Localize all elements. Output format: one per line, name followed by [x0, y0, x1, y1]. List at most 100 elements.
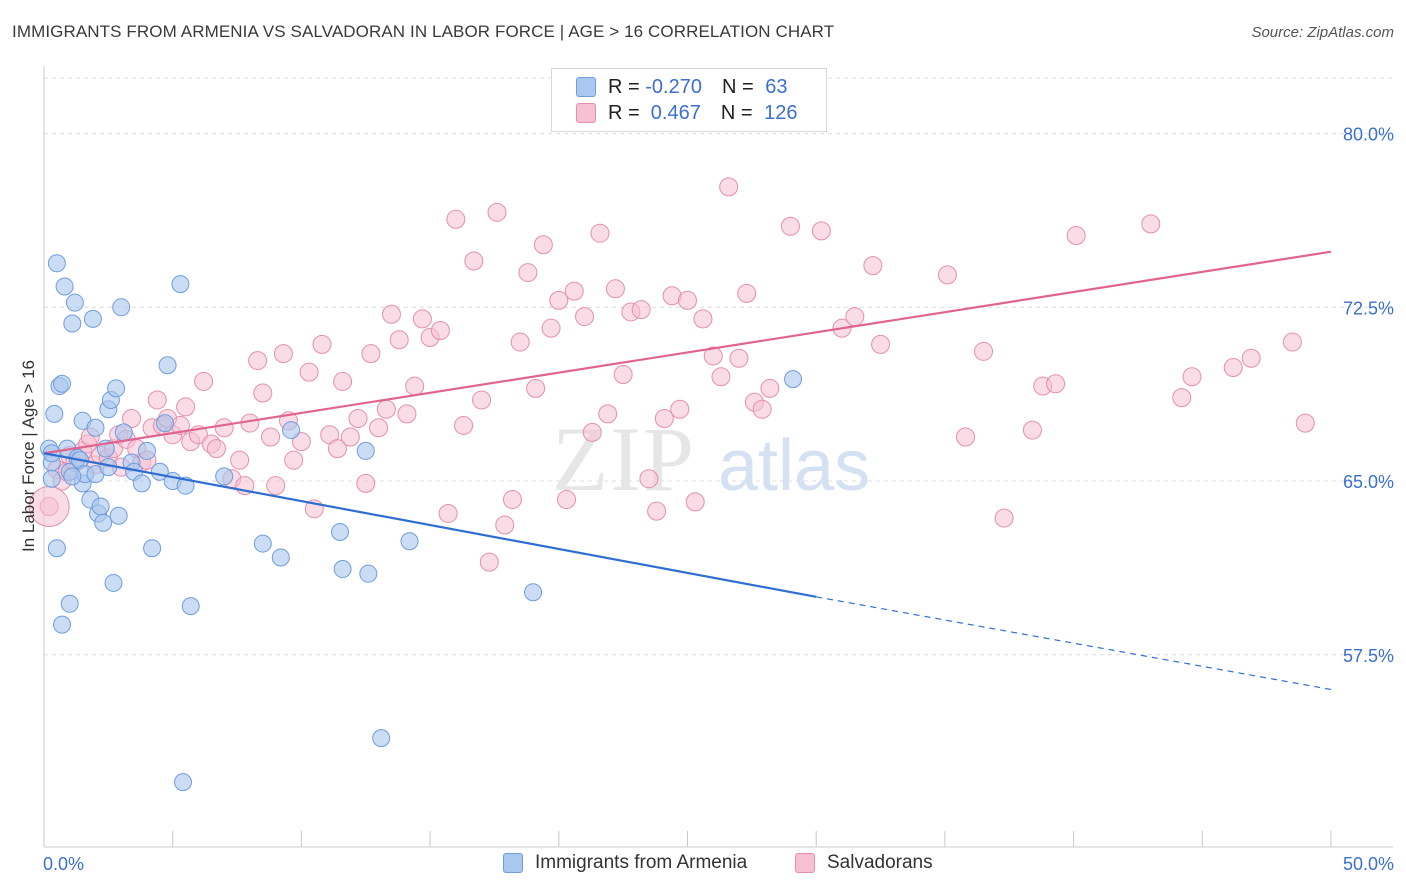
armenia-point: [63, 467, 82, 486]
salvadorans-point: [678, 290, 697, 310]
salvadorans-point: [1141, 214, 1161, 234]
salvadorans-point: [284, 450, 304, 470]
salvadorans-point: [670, 399, 690, 419]
legend-row-salvadorans: R = 0.467 N = 126: [576, 100, 797, 126]
salvadorans-point: [253, 383, 273, 403]
armenia-point: [215, 467, 234, 486]
salvadorans-point: [356, 473, 376, 493]
salvadorans-point: [526, 378, 546, 398]
armenia-trend-line: [43, 452, 817, 598]
salvadorans-point: [340, 427, 360, 447]
salvadorans-point: [230, 450, 250, 470]
salvadorans-point: [703, 346, 723, 366]
grid-lines: [44, 77, 1393, 656]
salvadorans-point: [361, 344, 381, 364]
armenia-point: [42, 469, 61, 488]
y-tick-label: 80.0%: [1343, 125, 1394, 145]
legend-n-value: 126: [764, 101, 798, 124]
y-tick-label: 57.5%: [1343, 646, 1394, 666]
salvadorans-point: [240, 413, 260, 433]
legend-swatch-blue: [503, 853, 523, 873]
salvadorans-point: [590, 223, 610, 243]
armenia-point: [42, 444, 61, 463]
salvadorans-point: [194, 371, 214, 391]
salvadorans-point: [446, 209, 466, 229]
salvadorans-point: [937, 265, 957, 285]
salvadorans-point: [1172, 388, 1192, 408]
salvadorans-point: [454, 415, 474, 435]
salvadorans-point: [376, 399, 396, 419]
salvadorans-point: [327, 439, 347, 459]
salvadorans-point: [752, 399, 772, 419]
legend-swatch-pink: [795, 853, 815, 873]
legend-item-armenia: Immigrants from Armenia: [503, 852, 747, 874]
salvadorans-point: [273, 344, 293, 364]
y-tick-label: 65.0%: [1343, 472, 1394, 492]
legend-n-label: N =: [721, 75, 760, 98]
legend-n-label: N =: [720, 101, 759, 124]
salvadorans-trend-line: [43, 250, 1332, 455]
armenia-point: [53, 615, 72, 634]
salvadorans-point: [654, 408, 674, 428]
salvadorans-point: [1282, 332, 1302, 352]
legend-row-armenia: R = -0.270 N = 63: [576, 74, 787, 100]
armenia-point: [158, 356, 177, 375]
armenia-point: [114, 423, 133, 442]
armenia-point: [253, 534, 272, 553]
salvadorans-point: [518, 263, 538, 283]
salvadorans-point: [1046, 374, 1066, 394]
legend-label-salvadorans: Salvadorans: [827, 852, 933, 873]
salvadorans-point: [605, 279, 625, 299]
salvadorans-point: [780, 216, 800, 236]
salvadorans-point: [389, 330, 409, 350]
armenia-point: [282, 421, 301, 440]
armenia-point: [55, 277, 74, 296]
salvadorans-point: [685, 492, 705, 512]
salvadorans-point: [541, 318, 561, 338]
salvadorans-point: [206, 439, 226, 459]
salvadorans-point: [1241, 348, 1261, 368]
salvadorans-point: [214, 418, 234, 438]
armenia-point: [143, 539, 162, 558]
legend-r-value: 0.467: [645, 101, 701, 124]
armenia-point: [83, 309, 102, 328]
salvadorans-point: [1066, 226, 1086, 246]
salvadorans-point: [737, 283, 757, 303]
watermark-atlas: atlas: [718, 426, 870, 506]
x-tick-label: 50.0%: [1343, 854, 1394, 874]
salvadorans-point: [299, 362, 319, 382]
salvadorans-point: [333, 371, 353, 391]
salvadorans-point: [693, 309, 713, 329]
salvadorans-point: [1022, 420, 1042, 440]
armenia-point: [356, 441, 375, 460]
salvadorans-point: [719, 177, 739, 197]
salvadorans-point: [369, 418, 389, 438]
salvadorans-point: [549, 290, 569, 310]
salvadorans-point: [438, 503, 458, 523]
salvadorans-point: [811, 221, 831, 241]
salvadorans-point: [502, 490, 522, 510]
armenia-point: [784, 370, 803, 389]
watermark: ZIP atlas: [552, 408, 870, 510]
armenia-point: [171, 275, 190, 294]
salvadorans-point: [1223, 358, 1243, 378]
salvadorans-point: [472, 390, 492, 410]
series-legend: Immigrants from Armenia Salvadorans: [0, 852, 1406, 876]
armenia-point: [63, 314, 82, 333]
armenia-point: [47, 539, 66, 558]
armenia-point: [112, 298, 131, 317]
salvadorans-point: [122, 408, 142, 428]
armenia-point: [155, 414, 174, 433]
salvadorans-point: [266, 476, 286, 496]
armenia-point: [400, 532, 419, 551]
armenia-point: [181, 597, 200, 616]
legend-label-armenia: Immigrants from Armenia: [535, 852, 748, 873]
armenia-point: [331, 522, 350, 541]
salvadorans-point: [598, 404, 618, 424]
armenia-point: [53, 374, 72, 393]
armenia-point: [271, 548, 290, 567]
correlation-legend: R = -0.270 N = 63 R = 0.467 N = 126: [551, 68, 827, 132]
armenia-point: [60, 594, 79, 613]
legend-r-label: R =: [608, 101, 646, 124]
armenia-point: [372, 729, 391, 748]
